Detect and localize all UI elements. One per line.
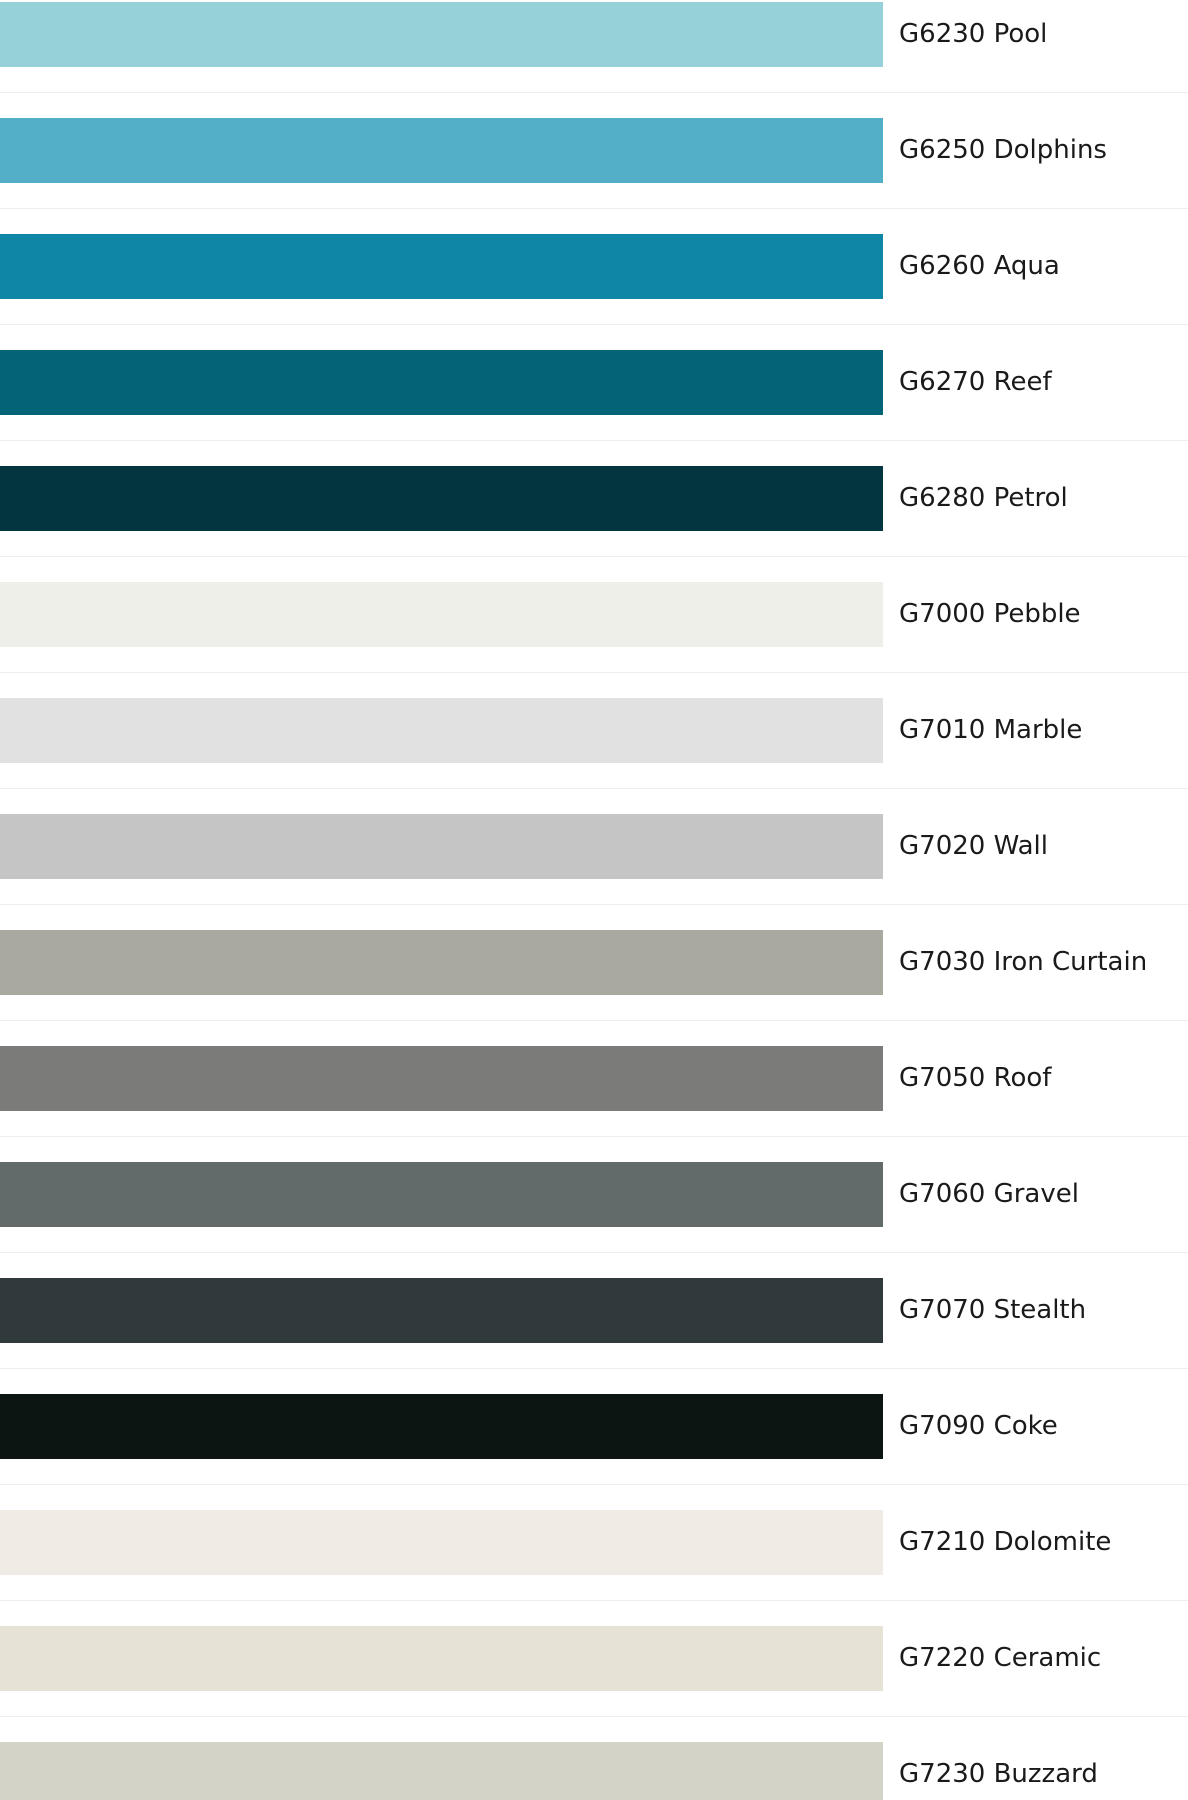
color-swatch	[0, 1162, 883, 1227]
swatch-row: G6230 Pool	[0, 0, 1188, 116]
divider	[0, 1020, 1188, 1021]
swatch-row: G7230 Buzzard	[0, 1740, 1188, 1800]
divider	[0, 1600, 1188, 1601]
color-swatch	[0, 1394, 883, 1459]
swatch-row: G7020 Wall	[0, 812, 1188, 928]
swatch-label: G6280 Petrol	[899, 483, 1068, 513]
color-swatch	[0, 350, 883, 415]
color-swatch	[0, 582, 883, 647]
swatch-row: G7220 Ceramic	[0, 1624, 1188, 1740]
color-swatch	[0, 1626, 883, 1691]
color-swatch	[0, 466, 883, 531]
color-swatch	[0, 1742, 883, 1800]
swatch-row: G7000 Pebble	[0, 580, 1188, 696]
swatch-row: G7210 Dolomite	[0, 1508, 1188, 1624]
color-swatch	[0, 1510, 883, 1575]
swatch-row: G7050 Roof	[0, 1044, 1188, 1160]
swatch-row: G6280 Petrol	[0, 464, 1188, 580]
color-swatch	[0, 2, 883, 67]
divider	[0, 440, 1188, 441]
divider	[0, 324, 1188, 325]
color-swatch	[0, 814, 883, 879]
swatch-row: G7070 Stealth	[0, 1276, 1188, 1392]
divider	[0, 1136, 1188, 1137]
swatch-label: G7220 Ceramic	[899, 1643, 1102, 1673]
color-swatch	[0, 930, 883, 995]
swatch-label: G6230 Pool	[899, 19, 1048, 49]
swatch-row: G6260 Aqua	[0, 232, 1188, 348]
swatch-label: G7230 Buzzard	[899, 1759, 1098, 1789]
swatch-label: G7090 Coke	[899, 1411, 1058, 1441]
divider	[0, 904, 1188, 905]
swatch-label: G7010 Marble	[899, 715, 1083, 745]
swatch-label: G7050 Roof	[899, 1063, 1052, 1093]
swatch-label: G7060 Gravel	[899, 1179, 1079, 1209]
divider	[0, 1252, 1188, 1253]
swatch-label: G6270 Reef	[899, 367, 1052, 397]
divider	[0, 1368, 1188, 1369]
swatch-row: G6270 Reef	[0, 348, 1188, 464]
color-swatch	[0, 118, 883, 183]
color-swatch	[0, 1278, 883, 1343]
swatch-label: G7210 Dolomite	[899, 1527, 1112, 1557]
divider	[0, 672, 1188, 673]
divider	[0, 92, 1188, 93]
divider	[0, 788, 1188, 789]
swatch-row: G7030 Iron Curtain	[0, 928, 1188, 1044]
swatch-row: G7090 Coke	[0, 1392, 1188, 1508]
swatch-row: G7060 Gravel	[0, 1160, 1188, 1276]
color-swatch	[0, 698, 883, 763]
swatch-label: G7030 Iron Curtain	[899, 947, 1148, 977]
swatch-label: G7020 Wall	[899, 831, 1049, 861]
color-swatch	[0, 1046, 883, 1111]
divider	[0, 1716, 1188, 1717]
divider	[0, 1484, 1188, 1485]
swatch-label: G6260 Aqua	[899, 251, 1060, 281]
color-swatch	[0, 234, 883, 299]
swatch-row: G7010 Marble	[0, 696, 1188, 812]
swatch-label: G7000 Pebble	[899, 599, 1081, 629]
divider	[0, 208, 1188, 209]
swatch-label: G7070 Stealth	[899, 1295, 1087, 1325]
divider	[0, 556, 1188, 557]
swatch-row: G6250 Dolphins	[0, 116, 1188, 232]
swatch-label: G6250 Dolphins	[899, 135, 1107, 165]
